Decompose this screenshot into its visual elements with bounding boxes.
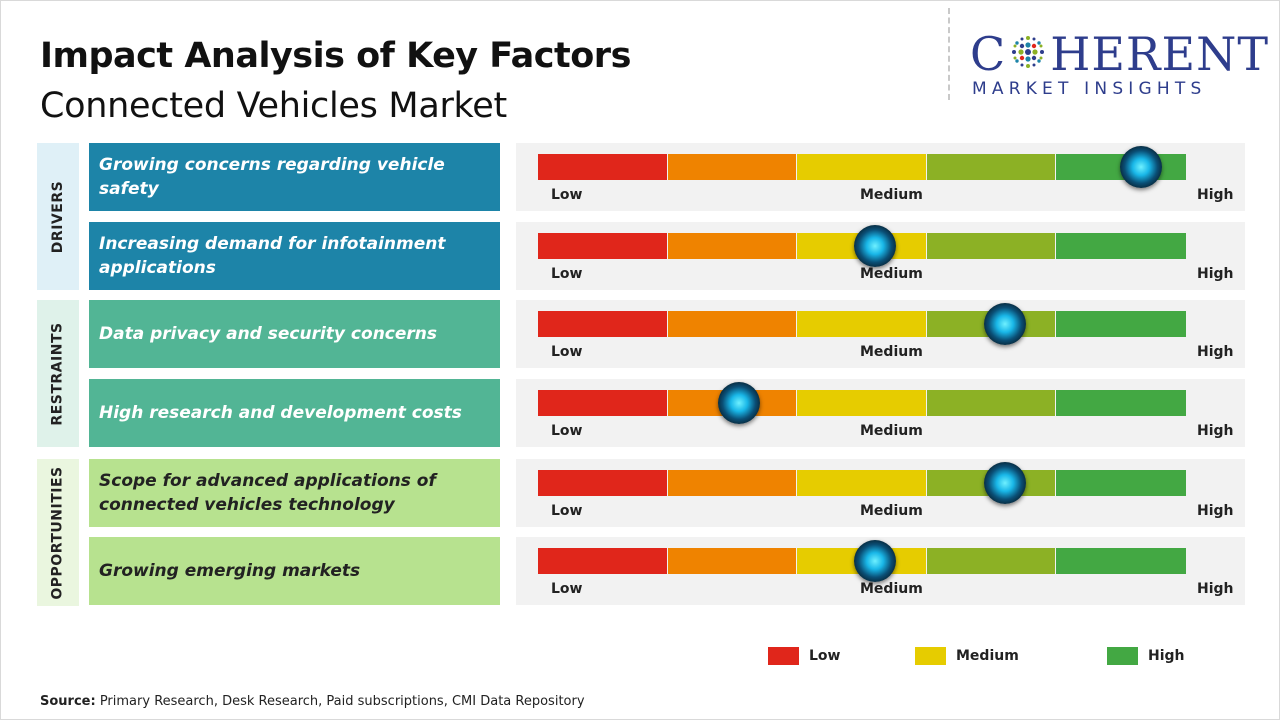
section-label-drivers: DRIVERS bbox=[37, 143, 79, 290]
impact-meter: Low Medium High bbox=[516, 300, 1245, 368]
meter-indicator-knob bbox=[983, 462, 1026, 504]
logo-tagline: MARKET INSIGHTS bbox=[972, 79, 1207, 99]
logo-divider bbox=[948, 8, 950, 100]
source-text: Primary Research, Desk Research, Paid su… bbox=[95, 694, 585, 709]
meter-scale-bar bbox=[538, 154, 1186, 180]
meter-segment bbox=[797, 154, 926, 180]
factor-card-drivers-2: Increasing demand for infotainment appli… bbox=[89, 222, 500, 290]
legend-swatch-medium bbox=[915, 647, 946, 665]
source-note: Source: Primary Research, Desk Research,… bbox=[40, 694, 585, 709]
meter-segment bbox=[538, 548, 667, 574]
meter-segment bbox=[1056, 233, 1186, 259]
logo-globe-icon bbox=[1006, 30, 1050, 70]
page-title: Impact Analysis of Key Factors bbox=[40, 36, 631, 76]
factor-card-restraints-1: Data privacy and security concerns bbox=[89, 300, 500, 368]
meter-segment bbox=[926, 154, 1056, 180]
factor-text: Increasing demand for infotainment appli… bbox=[99, 234, 446, 278]
meter-segment bbox=[797, 311, 926, 337]
meter-segment bbox=[667, 470, 797, 496]
meter-segment bbox=[538, 233, 667, 259]
meter-indicator-knob bbox=[853, 540, 896, 582]
meter-segment bbox=[1056, 470, 1186, 496]
factor-text: Scope for advanced applications of conne… bbox=[99, 471, 436, 515]
meter-label-medium: Medium bbox=[860, 503, 923, 519]
legend-item-medium: Medium bbox=[915, 647, 1019, 665]
legend-label: Low bbox=[809, 648, 841, 664]
factor-text: High research and development costs bbox=[99, 403, 462, 423]
legend-label: Medium bbox=[956, 648, 1019, 664]
meter-scale-bar bbox=[538, 470, 1186, 496]
meter-label-medium: Medium bbox=[860, 187, 923, 203]
legend-item-low: Low bbox=[768, 647, 840, 665]
meter-label-high: High bbox=[1197, 187, 1234, 203]
meter-indicator-knob bbox=[983, 303, 1026, 345]
page-subtitle: Connected Vehicles Market bbox=[40, 86, 507, 126]
company-logo: C bbox=[970, 28, 1268, 100]
meter-label-high: High bbox=[1197, 344, 1234, 360]
legend-label: High bbox=[1148, 648, 1185, 664]
meter-segment bbox=[667, 311, 797, 337]
meter-segment bbox=[1056, 311, 1186, 337]
meter-scale-bar bbox=[538, 390, 1186, 416]
meter-indicator-knob bbox=[853, 225, 896, 267]
factor-text: Data privacy and security concerns bbox=[99, 324, 438, 344]
meter-label-medium: Medium bbox=[860, 266, 923, 282]
meter-label-low: Low bbox=[551, 266, 583, 282]
meter-indicator-knob bbox=[1119, 146, 1162, 188]
meter-segment bbox=[538, 154, 667, 180]
logo-wordmark-end: HERENT bbox=[1050, 27, 1270, 81]
meter-segment bbox=[1056, 390, 1186, 416]
meter-label-low: Low bbox=[551, 344, 583, 360]
meter-segment bbox=[667, 154, 797, 180]
factor-card-restraints-2: High research and development costs bbox=[89, 379, 500, 447]
impact-meter: Low Medium High bbox=[516, 379, 1245, 447]
meter-label-low: Low bbox=[551, 581, 583, 597]
impact-meter: Low Medium High bbox=[516, 143, 1245, 211]
meter-segment bbox=[926, 233, 1056, 259]
meter-scale-bar bbox=[538, 311, 1186, 337]
meter-label-high: High bbox=[1197, 503, 1234, 519]
meter-segment bbox=[797, 470, 926, 496]
factor-card-opportunities-1: Scope for advanced applications of conne… bbox=[89, 459, 500, 527]
factor-text: Growing emerging markets bbox=[99, 561, 361, 581]
logo-wordmark: C bbox=[970, 28, 1269, 80]
meter-segment bbox=[538, 390, 667, 416]
meter-scale-bar bbox=[538, 548, 1186, 574]
meter-indicator-knob bbox=[717, 382, 760, 424]
meter-segment bbox=[926, 390, 1056, 416]
meter-segment bbox=[926, 548, 1056, 574]
impact-meter: Low Medium High bbox=[516, 459, 1245, 527]
section-label-text: RESTRAINTS bbox=[50, 321, 66, 426]
meter-label-low: Low bbox=[551, 423, 583, 439]
meter-label-high: High bbox=[1197, 423, 1234, 439]
legend-swatch-low bbox=[768, 647, 799, 665]
meter-label-medium: Medium bbox=[860, 581, 923, 597]
impact-meter: Low Medium High bbox=[516, 537, 1245, 605]
section-label-text: OPPORTUNITIES bbox=[50, 465, 67, 600]
meter-label-medium: Medium bbox=[860, 344, 923, 360]
meter-label-medium: Medium bbox=[860, 423, 923, 439]
meter-segment bbox=[1056, 548, 1186, 574]
legend-swatch-high bbox=[1107, 647, 1138, 665]
meter-label-high: High bbox=[1197, 581, 1234, 597]
meter-segment bbox=[797, 390, 926, 416]
factor-card-drivers-1: Growing concerns regarding vehicle safet… bbox=[89, 143, 500, 211]
factor-text: Growing concerns regarding vehicle safet… bbox=[99, 155, 445, 199]
factor-card-opportunities-2: Growing emerging markets bbox=[89, 537, 500, 605]
meter-segment bbox=[667, 548, 797, 574]
meter-label-high: High bbox=[1197, 266, 1234, 282]
meter-label-low: Low bbox=[551, 187, 583, 203]
meter-segment bbox=[667, 233, 797, 259]
logo-wordmark-start: C bbox=[970, 27, 1007, 81]
section-label-restraints: RESTRAINTS bbox=[37, 300, 79, 447]
impact-meter: Low Medium High bbox=[516, 222, 1245, 290]
meter-scale-bar bbox=[538, 233, 1186, 259]
section-label-opportunities: OPPORTUNITIES bbox=[37, 459, 79, 606]
meter-label-low: Low bbox=[551, 503, 583, 519]
legend-item-high: High bbox=[1107, 647, 1185, 665]
source-prefix: Source: bbox=[40, 694, 96, 709]
section-label-text: DRIVERS bbox=[50, 180, 66, 253]
meter-segment bbox=[538, 470, 667, 496]
meter-segment bbox=[538, 311, 667, 337]
